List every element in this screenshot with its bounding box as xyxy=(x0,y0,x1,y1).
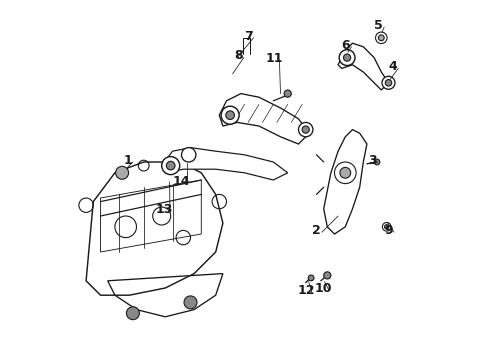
Text: 1: 1 xyxy=(123,154,132,167)
Circle shape xyxy=(375,32,386,44)
Polygon shape xyxy=(86,162,223,295)
Circle shape xyxy=(162,157,179,175)
Circle shape xyxy=(126,307,139,320)
Circle shape xyxy=(385,80,391,86)
Polygon shape xyxy=(219,94,309,144)
Circle shape xyxy=(221,106,239,124)
Circle shape xyxy=(339,167,350,178)
Text: 3: 3 xyxy=(367,154,376,167)
Text: 14: 14 xyxy=(172,175,190,188)
Circle shape xyxy=(181,148,196,162)
Text: 12: 12 xyxy=(297,284,315,297)
Text: 5: 5 xyxy=(374,19,383,32)
Circle shape xyxy=(343,54,350,61)
Text: 4: 4 xyxy=(387,60,396,73)
Circle shape xyxy=(284,90,291,97)
Circle shape xyxy=(381,76,394,89)
Circle shape xyxy=(378,35,384,41)
Text: 10: 10 xyxy=(314,282,332,295)
Circle shape xyxy=(166,161,175,170)
Circle shape xyxy=(183,296,197,309)
Polygon shape xyxy=(323,130,366,234)
Text: 8: 8 xyxy=(234,49,242,62)
Circle shape xyxy=(373,159,379,165)
Circle shape xyxy=(339,50,354,66)
Text: 13: 13 xyxy=(156,203,173,216)
Circle shape xyxy=(323,272,330,279)
Circle shape xyxy=(225,111,234,120)
Circle shape xyxy=(298,122,312,137)
Text: 7: 7 xyxy=(243,30,252,42)
Circle shape xyxy=(115,166,128,179)
Text: 9: 9 xyxy=(384,224,392,237)
Polygon shape xyxy=(162,148,287,180)
Text: 11: 11 xyxy=(264,52,282,65)
Circle shape xyxy=(307,275,313,281)
Circle shape xyxy=(382,222,390,231)
Text: 6: 6 xyxy=(341,39,349,51)
Circle shape xyxy=(302,126,309,133)
Circle shape xyxy=(384,225,388,229)
Polygon shape xyxy=(337,43,387,90)
Text: 2: 2 xyxy=(311,224,320,237)
